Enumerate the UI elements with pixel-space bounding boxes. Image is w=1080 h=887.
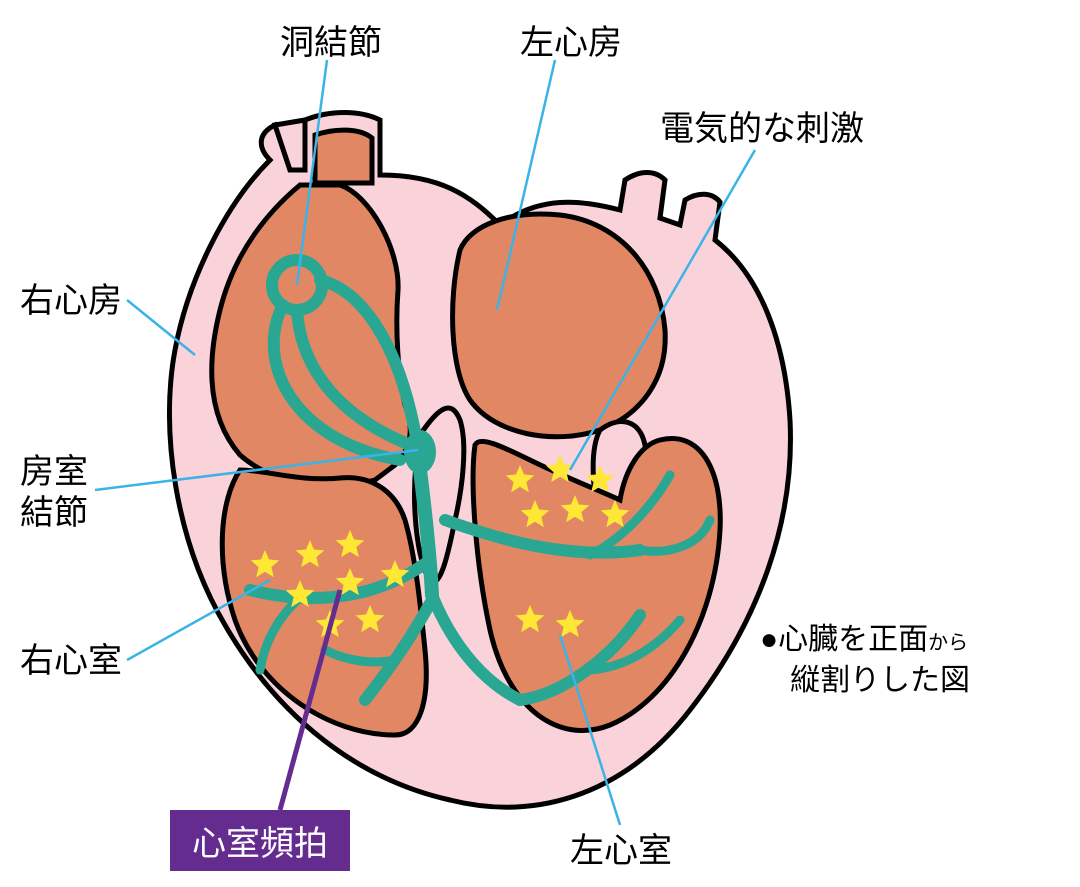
label-sinus-node: 洞結節: [280, 22, 382, 65]
caption-bullet: ●: [760, 623, 778, 656]
label-electrical-stimulation: 電気的な刺激: [660, 108, 864, 151]
heart-diagram: 洞結節 左心房 電気的な刺激 右心房 房室 結節 右心室 左心室 心室頻拍 ●心…: [0, 0, 1080, 887]
caption: ●心臓を正面から 縦割りした図: [760, 620, 970, 701]
label-right-atrium: 右心房: [20, 280, 122, 323]
caption-l1: 心臓を正面: [778, 623, 928, 656]
caption-l1-small: から: [928, 632, 968, 654]
heart-svg: [0, 0, 1080, 887]
label-left-atrium: 左心房: [520, 22, 622, 65]
ra-vessel-lumen: [315, 130, 372, 183]
label-right-ventricle: 右心室: [20, 640, 122, 683]
label-av-node-l2: 結節: [20, 494, 88, 532]
label-vt-box: 心室頻拍: [170, 810, 350, 871]
label-av-node: 房室 結節: [20, 452, 88, 534]
label-av-node-l1: 房室: [20, 453, 88, 491]
caption-l2: 縦割りした図: [790, 664, 970, 697]
label-left-ventricle: 左心室: [570, 830, 672, 873]
